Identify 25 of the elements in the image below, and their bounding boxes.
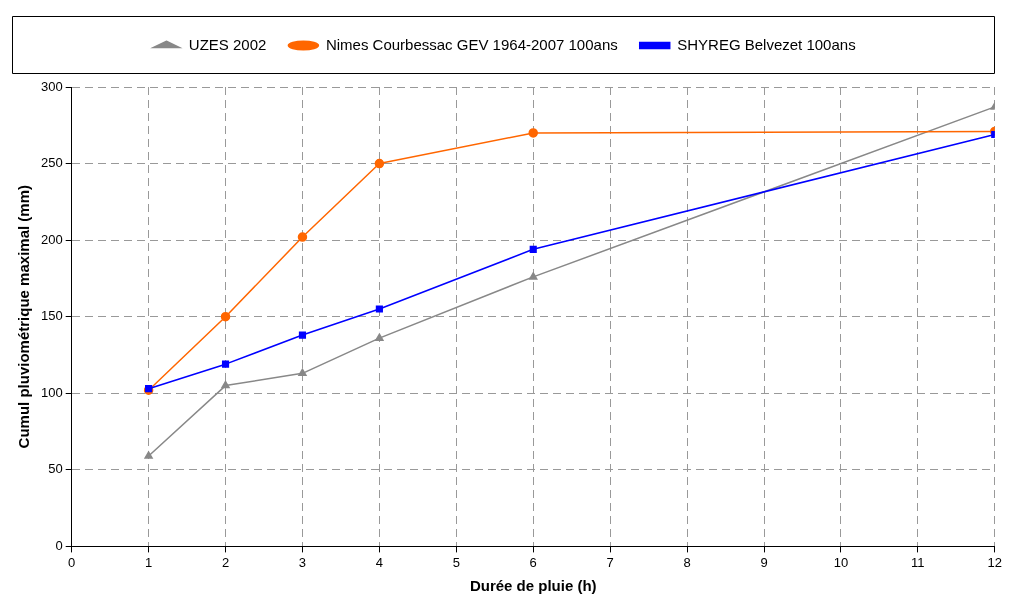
x-tick-label: 9 xyxy=(760,554,768,570)
legend-label: SHYREG Belvezet 100ans xyxy=(677,35,856,53)
y-tick-label: 100 xyxy=(40,384,63,400)
x-tick-label: 4 xyxy=(375,554,383,570)
x-tick-label: 8 xyxy=(683,554,691,570)
legend-label: Nimes Courbessac GEV 1964-2007 100ans xyxy=(325,35,618,53)
y-tick-label: 0 xyxy=(55,537,63,553)
x-tick-label: 5 xyxy=(452,554,460,570)
legend-label: UZES 2002 xyxy=(188,35,267,53)
x-tick-label: 11 xyxy=(911,554,925,570)
x-tick-label: 7 xyxy=(606,554,614,570)
x-tick-label: 6 xyxy=(529,554,537,570)
x-tick-label: 10 xyxy=(833,554,849,570)
x-tick-label: 1 xyxy=(145,554,153,570)
y-tick-label: 150 xyxy=(40,308,63,324)
y-axis-title: Cumul pluviométrique maximal (mm) xyxy=(15,185,33,449)
x-tick-label: 2 xyxy=(221,554,230,570)
y-tick-label: 200 xyxy=(40,231,63,247)
x-tick-label: 12 xyxy=(987,554,1002,570)
y-tick-label: 50 xyxy=(48,461,63,477)
x-tick-label: 0 xyxy=(68,554,76,570)
y-tick-label: 300 xyxy=(40,78,63,94)
x-axis-title: Durée de pluie (h) xyxy=(469,577,597,595)
x-tick-label: 3 xyxy=(298,554,307,570)
y-tick-label: 250 xyxy=(40,155,63,171)
